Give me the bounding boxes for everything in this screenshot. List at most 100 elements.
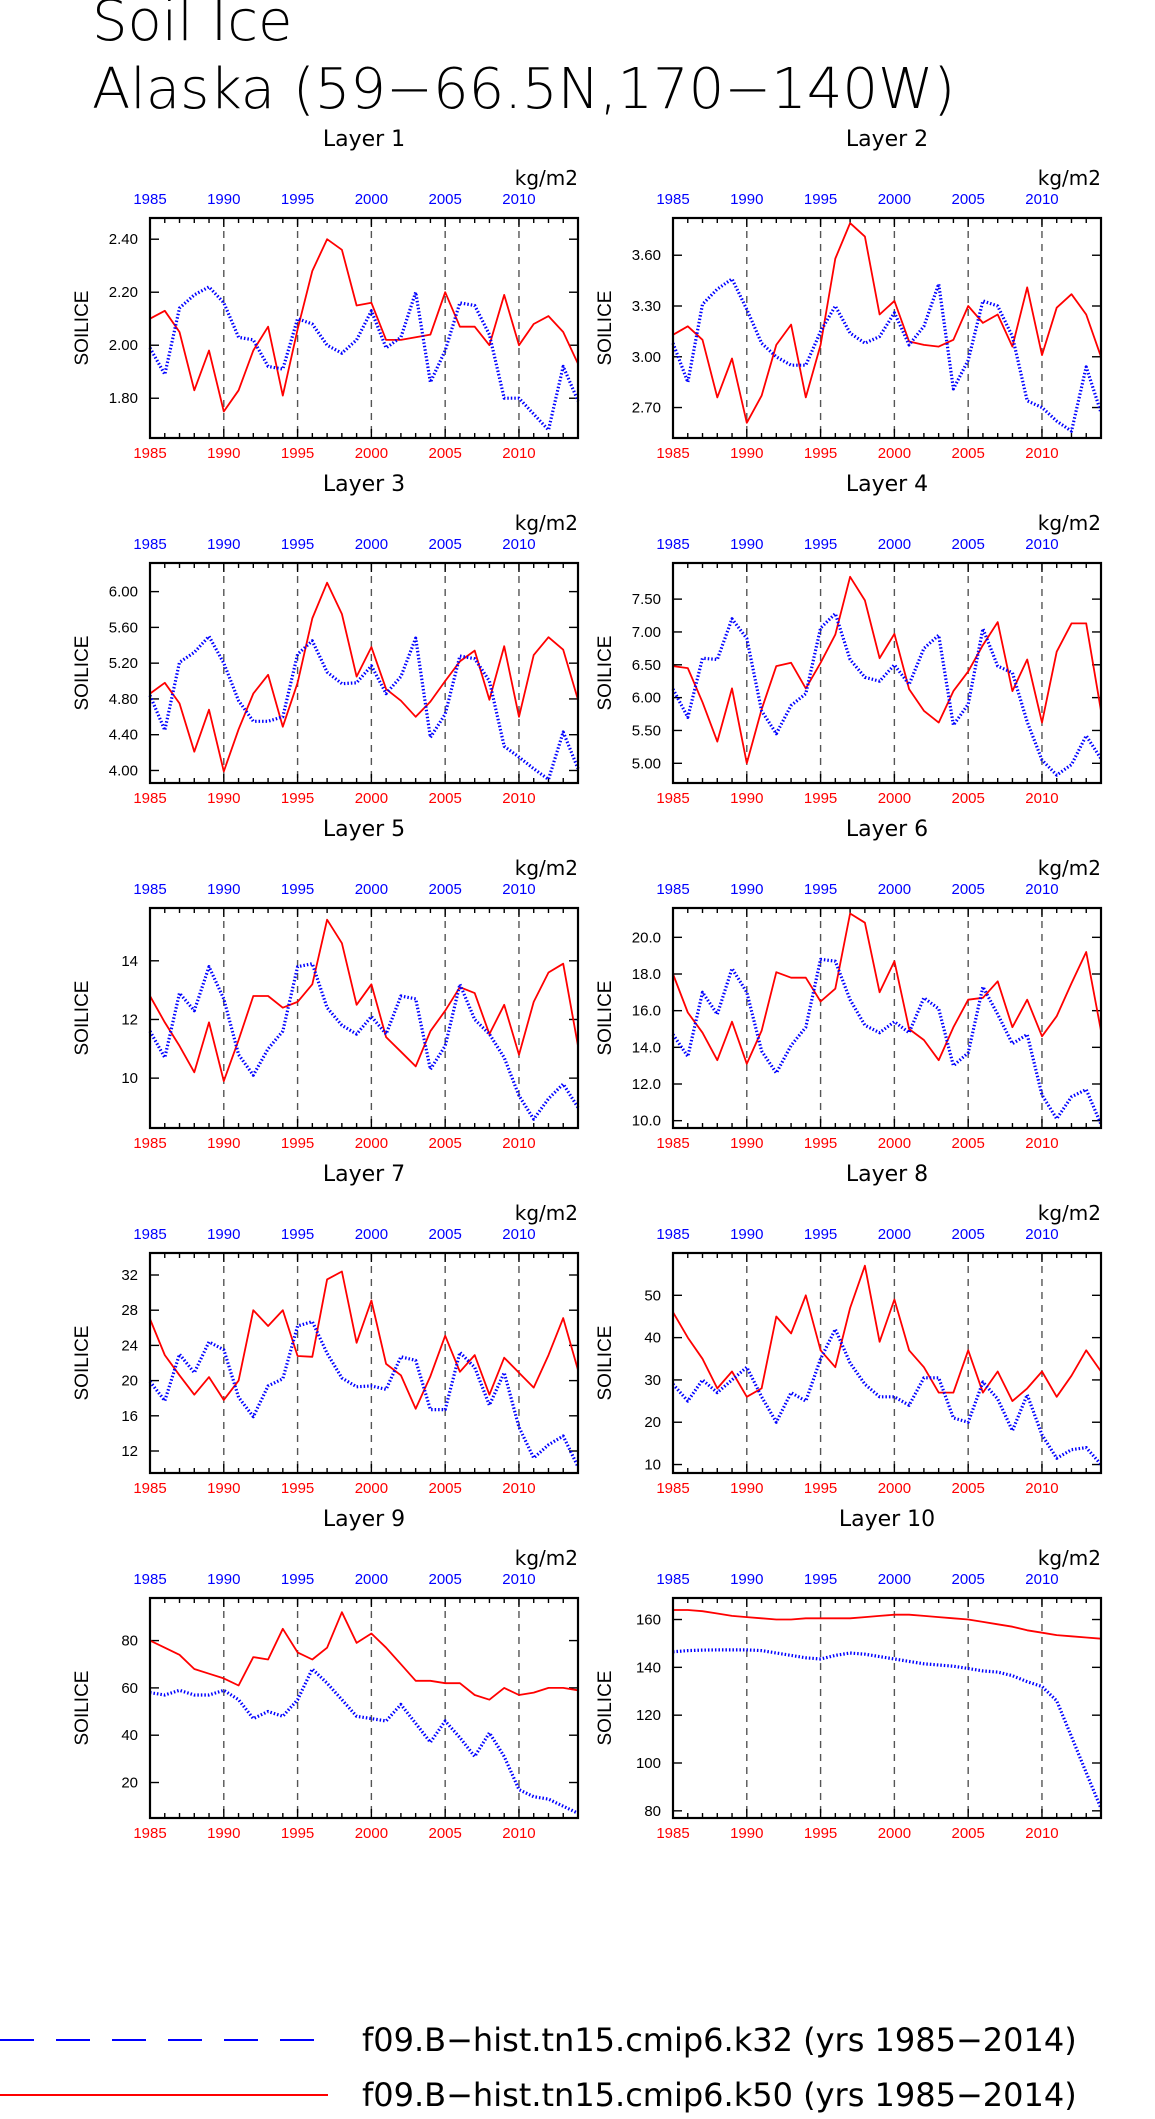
chart-panels: Layer 1 kg/m2 1985 1985 1990 1990 1995 1995 2000… — [72, 127, 1103, 1842]
layer-1-ytick-label: 1.80 — [109, 390, 138, 407]
figure-title-line2: Alaska (59−66.5N,170−140W) — [92, 57, 955, 122]
layer-9-title: Layer 9 — [323, 1507, 405, 1532]
layer-3-panel: Layer 3 kg/m2 1985 1985 1990 1990 1995 1995 2000… — [72, 472, 580, 807]
layer-7-xtick-label-bottom: 2005 — [428, 1480, 461, 1497]
layer-9-xtick-label-top: 1985 — [133, 1571, 166, 1588]
layer-10-xtick-label-top: 2000 — [878, 1571, 911, 1588]
layer-5-ytick-label: 12 — [121, 1011, 138, 1028]
layer-10-xtick-label-top: 2005 — [951, 1571, 984, 1588]
layer-6-ytick-label: 20.0 — [632, 929, 661, 946]
layer-1-ylabel: SOILICE — [72, 291, 93, 366]
layer-4-ytick-label: 5.50 — [632, 722, 661, 739]
layer-8-xtick-label-bottom: 2005 — [951, 1480, 984, 1497]
layer-9-series-k50 — [149, 1611, 579, 1701]
layer-1-xtick-label-bottom: 1990 — [207, 445, 240, 462]
layer-3-ytick-label: 5.60 — [109, 619, 138, 636]
layer-10-xtick-label-top: 2010 — [1025, 1571, 1058, 1588]
layer-10-plot-frame — [671, 1596, 1103, 1820]
layer-3-xtick-label-top: 1990 — [207, 536, 240, 553]
layer-6-xtick-label-bottom: 1990 — [730, 1135, 763, 1152]
layer-3-xtick-label-bottom: 1985 — [133, 790, 166, 807]
layer-6-ytick-label: 12.0 — [632, 1076, 661, 1093]
layer-9-xtick-label-top: 2000 — [355, 1571, 388, 1588]
layer-5-xtick-label-top: 1995 — [281, 881, 314, 898]
layer-4-ylabel: SOILICE — [595, 636, 616, 711]
layer-2-xtick-label-top: 2005 — [951, 191, 984, 208]
layer-2-title: Layer 2 — [846, 127, 928, 152]
layer-8-xtick-label-top: 1985 — [656, 1226, 689, 1243]
layer-10-xtick-label-bottom: 2005 — [951, 1825, 984, 1842]
layer-2-panel: Layer 2 kg/m2 1985 1985 1990 1990 1995 1995 2000… — [595, 127, 1103, 462]
layer-7-xtick-label-top: 1985 — [133, 1226, 166, 1243]
layer-8-ylabel: SOILICE — [595, 1326, 616, 1401]
layer-7-ytick-label: 32 — [121, 1267, 138, 1284]
layer-1-units: kg/m2 — [515, 166, 578, 190]
layer-2-xtick-label-top: 2010 — [1025, 191, 1058, 208]
layer-6-xtick-label-bottom: 2000 — [878, 1135, 911, 1152]
layer-7-xtick-label-top: 2010 — [502, 1226, 535, 1243]
layer-4-plot-frame — [671, 561, 1103, 785]
layer-6-xtick-label-top: 1995 — [804, 881, 837, 898]
layer-7-ytick-label: 24 — [121, 1337, 138, 1354]
layer-9-xtick-label-top: 1990 — [207, 1571, 240, 1588]
layer-9-units: kg/m2 — [515, 1546, 578, 1570]
layer-8-xtick-label-top: 2005 — [951, 1226, 984, 1243]
layer-8-xtick-label-top: 2000 — [878, 1226, 911, 1243]
layer-8-plot-frame — [671, 1251, 1103, 1475]
layer-1-xtick-label-top: 2000 — [355, 191, 388, 208]
figure-title-line1: Soil Ice — [92, 0, 292, 54]
layer-4-series-k32 — [671, 611, 1103, 777]
layer-2-series-k32 — [671, 277, 1103, 433]
layer-7-ylabel: SOILICE — [72, 1326, 93, 1401]
layer-10-series-k32 — [672, 1648, 1103, 1810]
layer-6-xtick-label-top: 1985 — [656, 881, 689, 898]
layer-9-ytick-label: 20 — [121, 1775, 138, 1792]
layer-4-ytick-label: 7.00 — [632, 624, 661, 641]
layer-4-ytick-label: 5.00 — [632, 755, 661, 772]
layer-8-title: Layer 8 — [846, 1162, 928, 1187]
layer-4-ytick-label: 6.00 — [632, 690, 661, 707]
layer-3-xtick-label-top: 1985 — [133, 536, 166, 553]
layer-10-ylabel: SOILICE — [595, 1671, 616, 1746]
layer-8-ytick-label: 20 — [644, 1414, 661, 1431]
layer-7-xtick-label-top: 1995 — [281, 1226, 314, 1243]
layer-8-ytick-label: 50 — [644, 1287, 661, 1304]
layer-3-ytick-label: 4.00 — [109, 762, 138, 779]
layer-7-xtick-label-bottom: 1995 — [281, 1480, 314, 1497]
layer-4-xtick-label-top: 1985 — [656, 536, 689, 553]
legend: f09.B−hist.tn15.cmip6.k32 (yrs 1985−2014… — [0, 2021, 1077, 2114]
layer-2-xtick-label-bottom: 2000 — [878, 445, 911, 462]
layer-5-ytick-label: 14 — [121, 953, 138, 970]
layer-4-units: kg/m2 — [1038, 511, 1101, 535]
layer-7-ytick-label: 28 — [121, 1302, 138, 1319]
layer-6-title: Layer 6 — [846, 817, 928, 842]
layer-3-xtick-label-bottom: 2000 — [355, 790, 388, 807]
layer-10-xtick-label-bottom: 2010 — [1025, 1825, 1058, 1842]
layer-9-ytick-label: 40 — [121, 1727, 138, 1744]
legend-label-k32: f09.B−hist.tn15.cmip6.k32 (yrs 1985−2014… — [362, 2021, 1077, 2059]
layer-1-xtick-label-bottom: 2005 — [428, 445, 461, 462]
layer-2-xtick-label-bottom: 1985 — [656, 445, 689, 462]
layer-3-series-k50 — [149, 581, 579, 773]
layer-7-ytick-label: 20 — [121, 1373, 138, 1390]
layer-9-xtick-label-top: 2010 — [502, 1571, 535, 1588]
layer-9-ytick-label: 60 — [121, 1680, 138, 1697]
layer-5-title: Layer 5 — [323, 817, 405, 842]
layer-7-title: Layer 7 — [323, 1162, 405, 1187]
layer-8-ytick-label: 30 — [644, 1372, 661, 1389]
layer-3-title: Layer 3 — [323, 472, 405, 497]
layer-10-xtick-label-bottom: 1990 — [730, 1825, 763, 1842]
layer-2-xtick-label-bottom: 2005 — [951, 445, 984, 462]
layer-1-series-k32 — [148, 285, 580, 432]
layer-2-xtick-label-bottom: 2010 — [1025, 445, 1058, 462]
layer-1-series-k50 — [149, 238, 579, 413]
layer-5-xtick-label-bottom: 2000 — [355, 1135, 388, 1152]
layer-8-xtick-label-top: 2010 — [1025, 1226, 1058, 1243]
layer-3-plot-frame — [148, 561, 580, 785]
layer-1-xtick-label-bottom: 1995 — [281, 445, 314, 462]
layer-9-plot-frame — [148, 1596, 580, 1820]
layer-7-xtick-label-top: 2005 — [428, 1226, 461, 1243]
layer-7-xtick-label-bottom: 2000 — [355, 1480, 388, 1497]
layer-7-xtick-label-bottom: 1990 — [207, 1480, 240, 1497]
